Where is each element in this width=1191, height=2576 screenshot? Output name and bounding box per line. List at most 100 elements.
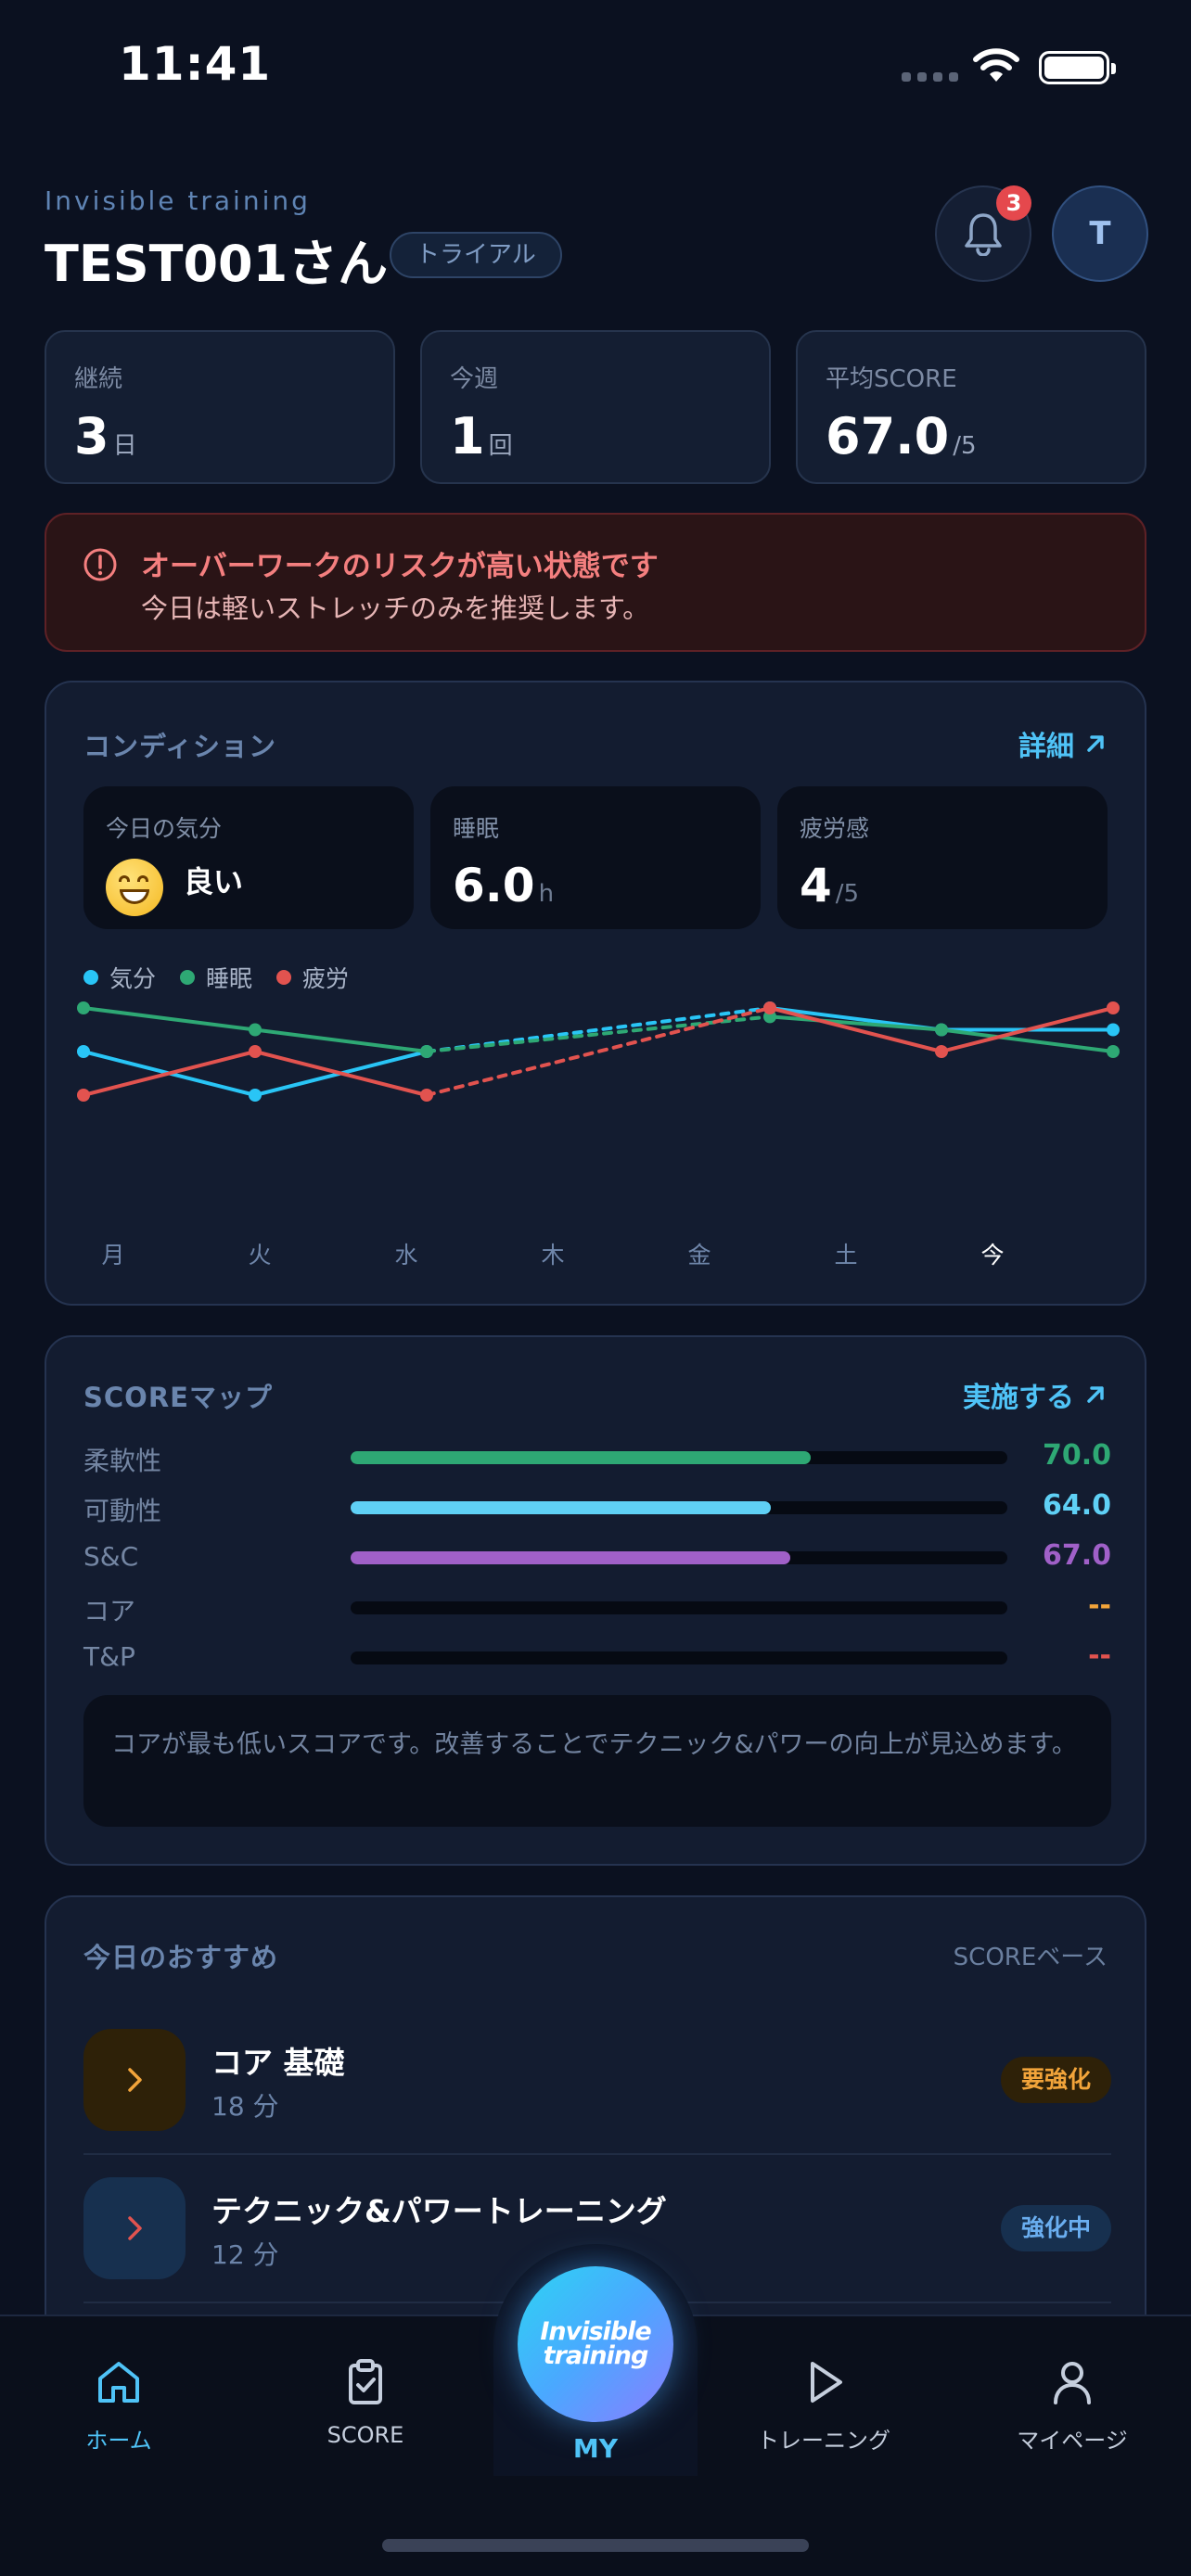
- score-row: 可動性 64.0: [83, 1487, 1111, 1526]
- tab-training[interactable]: トレーニング: [731, 2353, 916, 2455]
- detail-link-label: 詳細: [1018, 731, 1074, 763]
- stat-card-average-score: 平均SCORE 67.0/5: [796, 330, 1146, 484]
- recommendation-duration: 18 分: [211, 2091, 279, 2122]
- condition-detail-link[interactable]: 詳細: [1018, 723, 1108, 764]
- legend-sleep: 睡眠: [180, 961, 252, 994]
- condition-card: コンディション 詳細 今日の気分 良い 睡眠 6.0 h 疲労感 4/5 気分 睡…: [45, 681, 1146, 1306]
- series-line-segment-2: [768, 1006, 943, 1053]
- score-track: [351, 1551, 1007, 1564]
- tab-label: ホーム: [85, 2428, 152, 2454]
- sleep-label: 睡眠: [453, 815, 500, 842]
- notification-count-badge: 3: [996, 185, 1031, 221]
- x-tick-label: 火: [248, 1242, 271, 1269]
- score-label: 柔軟性: [83, 1446, 162, 1476]
- data-point: [249, 1023, 262, 1037]
- score-row: T&P --: [83, 1638, 1111, 1675]
- recommendations-title: 今日のおすすめ: [83, 1942, 279, 1973]
- score-row: コア --: [83, 1588, 1111, 1626]
- data-point: [249, 1089, 262, 1102]
- tab-label: トレーニング: [757, 2428, 890, 2454]
- score-bar-fill: [351, 1451, 811, 1464]
- center-logo-line2: training: [543, 2341, 649, 2370]
- clipboard-check-icon: [349, 2359, 382, 2404]
- series-line-segment-2: [253, 1050, 429, 1097]
- score-track: [351, 1501, 1007, 1514]
- sleep-unit: h: [538, 880, 555, 908]
- plan-badge: トライアル: [390, 232, 562, 278]
- series-line-segment-2: [940, 1006, 1115, 1053]
- score-value: --: [1088, 1589, 1111, 1622]
- priority-badge: 要強化: [1000, 2057, 1111, 2103]
- mood-label: 今日の気分: [106, 815, 223, 842]
- avatar[interactable]: T: [1052, 185, 1148, 282]
- mood-panel: 今日の気分 良い: [83, 786, 414, 929]
- recommendation-duration: 12 分: [211, 2239, 279, 2270]
- x-tick-label: 今: [980, 1242, 1004, 1269]
- arrow-up-right-icon: [1087, 735, 1104, 752]
- fatigue-value: 4: [800, 859, 832, 912]
- status-bar: 11:41: [0, 0, 1191, 139]
- score-value: 67.0: [1042, 1539, 1111, 1572]
- tab-mypage[interactable]: マイページ: [980, 2353, 1165, 2455]
- chevron-right-icon: [83, 2177, 186, 2279]
- data-point: [935, 1023, 948, 1037]
- score-row: S&C 67.0: [83, 1537, 1111, 1575]
- data-point: [77, 1001, 90, 1014]
- score-map-card: SCOREマップ 実施する 柔軟性 70.0 可動性 64.0 S&C 67.0 コア -- T…: [45, 1335, 1146, 1866]
- battery-icon: [1039, 51, 1116, 84]
- sleep-panel: 睡眠 6.0 h: [430, 786, 761, 929]
- score-map-note: コアが最も低いスコアです。改善することでテクニック&パワーの向上が見込めます。: [83, 1695, 1111, 1827]
- score-label: S&C: [83, 1541, 139, 1572]
- tab-home[interactable]: ホーム: [26, 2353, 211, 2455]
- data-point: [77, 1045, 90, 1058]
- data-point: [77, 1089, 90, 1102]
- user-icon: [1054, 2362, 1091, 2404]
- arrow-up-right-icon: [1087, 1386, 1104, 1403]
- x-tick-label: 水: [394, 1242, 417, 1269]
- tab-label: マイページ: [1017, 2428, 1128, 2454]
- fatigue-unit: /5: [835, 880, 860, 908]
- tab-my-center-button[interactable]: Invisible training: [518, 2266, 673, 2422]
- data-point: [763, 1001, 776, 1014]
- alert-message: 今日は軽いストレッチのみを推奨します。: [141, 593, 650, 624]
- overwork-alert: オーバーワークのリスクが高い状態です 今日は軽いストレッチのみを推奨します。: [45, 513, 1146, 652]
- score-value: --: [1088, 1639, 1111, 1672]
- status-time: 11:41: [119, 37, 272, 91]
- legend-fatigue: 疲労: [276, 961, 349, 994]
- score-label: T&P: [83, 1641, 135, 1672]
- series-line-segment-1: [253, 1027, 429, 1053]
- score-track: [351, 1601, 1007, 1614]
- tab-score[interactable]: SCORE: [273, 2353, 458, 2448]
- score-track: [351, 1451, 1007, 1464]
- tab-label: SCORE: [327, 2422, 404, 2448]
- fatigue-panel: 疲労感 4/5: [777, 786, 1108, 929]
- score-row: 柔軟性 70.0: [83, 1437, 1111, 1476]
- legend-mood: 気分: [83, 961, 156, 994]
- chart-legend: 気分 睡眠 疲労: [83, 961, 349, 994]
- alert-circle-icon: [83, 548, 117, 581]
- mood-value: 良い: [184, 864, 244, 899]
- score-label: コア: [83, 1596, 136, 1626]
- home-indicator: [382, 2539, 809, 2552]
- stat-value: 3: [74, 407, 109, 465]
- recommendation-item-technique-power[interactable]: テクニック&パワートレーニング 12 分 強化中: [83, 2157, 1111, 2303]
- score-map-action-link[interactable]: 実施する: [963, 1374, 1108, 1415]
- x-tick-label: 木: [541, 1242, 564, 1269]
- data-point: [1107, 1001, 1120, 1014]
- user-name: TEST001さん: [45, 235, 389, 293]
- recommendation-title: コア 基礎: [211, 2045, 345, 2081]
- score-value: 64.0: [1042, 1489, 1111, 1522]
- recommendation-item-core[interactable]: コア 基礎 18 分 要強化: [83, 2009, 1111, 2155]
- legend-label: 気分: [109, 965, 157, 992]
- home-icon: [98, 2362, 139, 2403]
- data-point: [420, 1045, 433, 1058]
- stat-unit: 日: [112, 432, 137, 460]
- condition-line-chart: 月火水木金土今: [77, 1001, 1120, 1269]
- series-line-segment-1: [940, 1027, 1115, 1053]
- legend-label: 疲労: [302, 965, 350, 992]
- grinning-face-icon: [106, 859, 163, 916]
- x-tick-label: 月: [101, 1242, 124, 1269]
- tab-my-label: MY: [572, 2433, 619, 2464]
- score-track: [351, 1651, 1007, 1664]
